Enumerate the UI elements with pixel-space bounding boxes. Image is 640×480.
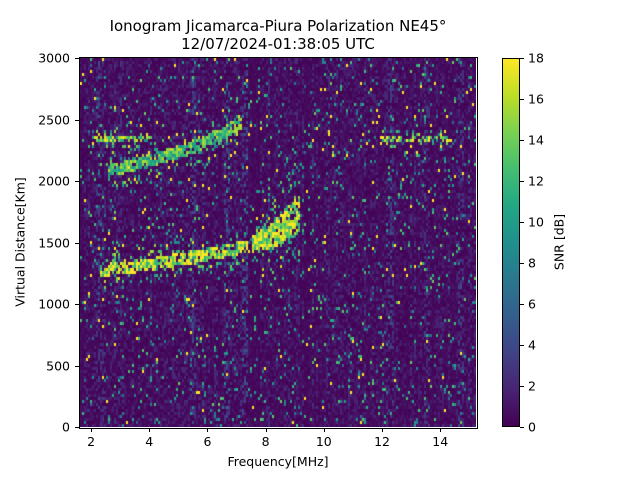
colorbar-tick-label: 0 [528, 419, 536, 435]
x-tick-mark [207, 428, 209, 432]
colorbar-tick-mark [520, 304, 524, 305]
y-tick-label: 500 [46, 358, 70, 373]
x-axis-title: Frequency[MHz] [227, 454, 329, 469]
y-tick-label: 2500 [38, 112, 70, 127]
y-tick-label: 1000 [38, 296, 70, 312]
colorbar-tick-mark [520, 99, 524, 100]
y-axis-title: Virtual Distance[Km] [12, 177, 28, 307]
x-tick-label: 2 [87, 434, 96, 449]
x-tick-label: 8 [261, 434, 270, 449]
y-tick-mark [75, 304, 79, 305]
chart-title-main: Ionogram Jicamarca-Piura Polarization NE… [109, 17, 447, 35]
y-tick-label: 3000 [38, 50, 70, 66]
colorbar-title: SNR [dB] [551, 213, 567, 271]
x-tick-label: 4 [145, 434, 154, 449]
x-tick-label: 10 [315, 434, 332, 449]
x-tick-mark [323, 428, 325, 432]
y-tick-mark [75, 427, 79, 428]
y-tick-mark [75, 181, 79, 182]
colorbar-tick-mark [520, 140, 524, 141]
chart-subtitle: 12/07/2024-01:38:05 UTC [181, 35, 375, 53]
colorbar-tick-label: 4 [528, 337, 536, 353]
colorbar-tick-label: 6 [528, 296, 536, 312]
x-tick-mark [149, 428, 151, 432]
x-tick-label: 12 [374, 434, 390, 449]
colorbar-tick-mark [520, 222, 524, 223]
x-tick-label: 14 [432, 434, 449, 449]
colorbar-tick-mark [520, 427, 524, 428]
colorbar-tick-label: 8 [528, 255, 536, 271]
colorbar [502, 58, 520, 427]
y-tick-mark [75, 119, 79, 121]
chart-title: Ionogram Jicamarca-Piura Polarization NE… [80, 17, 476, 53]
colorbar-tick-mark [520, 181, 524, 182]
colorbar-tick-label: 2 [528, 378, 536, 394]
colorbar-tick-label: 10 [528, 214, 544, 230]
x-tick-mark [382, 428, 384, 432]
y-tick-label: 1500 [38, 235, 70, 250]
x-tick-mark [91, 428, 93, 432]
colorbar-tick-mark [520, 58, 524, 59]
colorbar-tick-mark [520, 345, 524, 346]
x-tick-mark [440, 428, 442, 432]
colorbar-tick-label: 18 [528, 50, 544, 66]
y-tick-label: 0 [62, 419, 70, 435]
colorbar-tick-mark [520, 386, 524, 387]
colorbar-tick-mark [520, 263, 524, 264]
y-tick-mark [75, 242, 79, 244]
x-tick-mark [265, 428, 267, 432]
y-tick-mark [75, 365, 79, 367]
x-tick-label: 6 [203, 434, 212, 449]
y-tick-label: 2000 [38, 173, 70, 189]
colorbar-tick-label: 14 [528, 132, 544, 148]
colorbar-tick-label: 12 [528, 173, 544, 189]
colorbar-tick-label: 16 [528, 91, 544, 107]
y-tick-mark [75, 58, 79, 59]
ionogram-heatmap [80, 58, 476, 427]
